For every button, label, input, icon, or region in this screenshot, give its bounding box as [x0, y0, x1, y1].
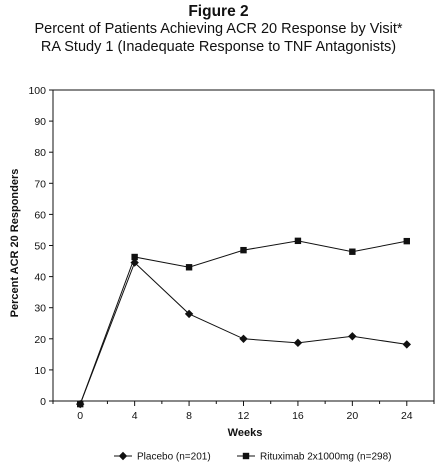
data-point [240, 246, 247, 254]
data-point [293, 338, 303, 348]
y-axis-title: Percent ACR 20 Responders [9, 169, 21, 318]
x-tick-label: 8 [186, 410, 192, 422]
y-tick-label: 100 [28, 85, 46, 97]
x-tick-label: 0 [77, 410, 83, 422]
y-tick-label: 80 [34, 147, 46, 159]
series-line [79, 240, 407, 405]
legend-item: Placebo (n=201) [114, 452, 211, 463]
series-rituximab [77, 237, 410, 408]
data-point [184, 309, 194, 319]
y-tick-label: 70 [34, 178, 46, 190]
data-point [294, 237, 302, 245]
series-line [79, 261, 407, 405]
y-tick-label: 90 [34, 116, 46, 128]
data-point [403, 237, 410, 245]
x-tick-label: 24 [401, 410, 413, 422]
data-point [349, 248, 356, 255]
y-tick-label: 40 [34, 272, 46, 284]
data-point [77, 400, 84, 408]
x-axis-title: Weeks [228, 427, 263, 439]
legend: Placebo (n=201) Rituximab 2x1000mg (n=298… [114, 452, 391, 463]
chart-title-line-1: Percent of Patients Achieving ACR 20 Res… [34, 21, 403, 37]
x-tick-label: 16 [292, 410, 304, 422]
data-point [348, 332, 357, 341]
data-point [239, 334, 248, 343]
figure-label: Figure 2 [188, 3, 249, 20]
data-point [131, 253, 138, 261]
square-marker-icon [242, 452, 250, 460]
diamond-marker-icon [118, 451, 128, 461]
y-tick-label: 50 [34, 241, 46, 253]
x-tick-label: 20 [347, 410, 359, 422]
y-tick-label: 30 [34, 303, 46, 315]
data-point [130, 258, 139, 267]
y-tick-label: 0 [40, 396, 46, 408]
chart-title-line-2: RA Study 1 (Inadequate Response to TNF A… [40, 39, 397, 55]
y-tick-label: 10 [34, 365, 46, 377]
series-layer [76, 237, 411, 409]
x-tick-label: 4 [132, 410, 138, 422]
legend-label: Rituximab 2x1000mg (n=298) [260, 452, 391, 463]
x-tick-label: 12 [238, 410, 250, 422]
chart-title: Percent of Patients Achieving ACR 20 Res… [0, 20, 437, 56]
data-point [185, 264, 193, 271]
legend-label: Placebo (n=201) [137, 452, 211, 463]
y-tick-label: 20 [34, 334, 46, 346]
y-tick-label: 60 [34, 209, 46, 221]
legend-item: Rituximab 2x1000mg (n=298) [237, 452, 391, 463]
data-point [402, 340, 411, 349]
plot-frame [52, 89, 435, 402]
